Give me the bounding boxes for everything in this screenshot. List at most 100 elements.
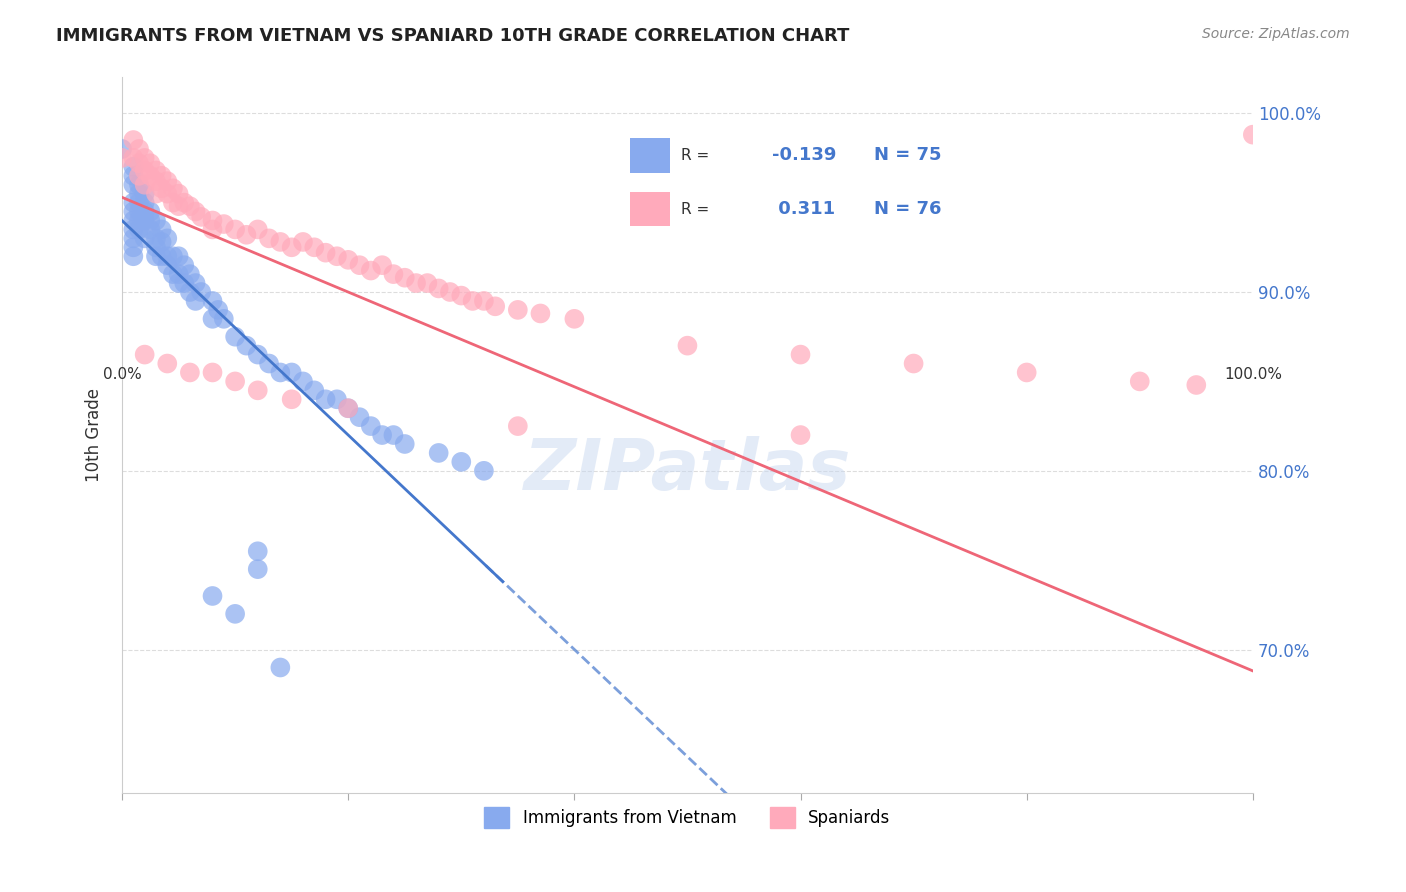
Spaniards [134, 163, 156, 178]
Immigrants from Vietnam [150, 249, 173, 263]
Immigrants from Vietnam [122, 195, 145, 210]
Immigrants from Vietnam [360, 419, 382, 434]
Immigrants from Vietnam [134, 213, 156, 227]
Spaniards [903, 357, 925, 371]
Spaniards [291, 235, 314, 249]
Spaniards [134, 151, 156, 165]
Spaniards [360, 263, 382, 277]
Spaniards [134, 348, 156, 362]
Spaniards [201, 213, 224, 227]
Spaniards [179, 199, 201, 213]
Text: IMMIGRANTS FROM VIETNAM VS SPANIARD 10TH GRADE CORRELATION CHART: IMMIGRANTS FROM VIETNAM VS SPANIARD 10TH… [56, 27, 849, 45]
Spaniards [162, 181, 184, 195]
Spaniards [371, 258, 394, 272]
Spaniards [246, 384, 269, 398]
Spaniards [1185, 378, 1208, 392]
Immigrants from Vietnam [304, 384, 326, 398]
Immigrants from Vietnam [246, 544, 269, 558]
Spaniards [506, 419, 529, 434]
Immigrants from Vietnam [235, 338, 257, 352]
Spaniards [167, 199, 190, 213]
Immigrants from Vietnam [122, 178, 145, 192]
Text: Source: ZipAtlas.com: Source: ZipAtlas.com [1202, 27, 1350, 41]
Immigrants from Vietnam [122, 169, 145, 183]
Spaniards [156, 186, 179, 201]
Immigrants from Vietnam [122, 231, 145, 245]
Spaniards [167, 186, 190, 201]
Spaniards [145, 186, 167, 201]
Legend: Immigrants from Vietnam, Spaniards: Immigrants from Vietnam, Spaniards [478, 801, 897, 834]
Spaniards [224, 222, 246, 236]
Immigrants from Vietnam [315, 392, 337, 407]
Immigrants from Vietnam [145, 249, 167, 263]
Spaniards [506, 302, 529, 317]
Immigrants from Vietnam [122, 204, 145, 219]
Spaniards [439, 285, 461, 299]
Immigrants from Vietnam [122, 240, 145, 254]
Immigrants from Vietnam [184, 276, 207, 290]
Immigrants from Vietnam [150, 222, 173, 236]
Spaniards [212, 217, 235, 231]
Immigrants from Vietnam [201, 589, 224, 603]
Immigrants from Vietnam [134, 204, 156, 219]
Spaniards [201, 222, 224, 236]
Immigrants from Vietnam [246, 348, 269, 362]
Spaniards [145, 174, 167, 188]
Spaniards [564, 311, 586, 326]
Immigrants from Vietnam [128, 213, 150, 227]
Immigrants from Vietnam [167, 276, 190, 290]
Spaniards [128, 142, 150, 156]
Text: 100.0%: 100.0% [1223, 368, 1282, 382]
Immigrants from Vietnam [450, 455, 472, 469]
Spaniards [156, 174, 179, 188]
Spaniards [676, 338, 699, 352]
Spaniards [529, 306, 551, 320]
Immigrants from Vietnam [337, 401, 360, 416]
Immigrants from Vietnam [145, 213, 167, 227]
Immigrants from Vietnam [145, 231, 167, 245]
Spaniards [349, 258, 371, 272]
Immigrants from Vietnam [269, 366, 291, 380]
Immigrants from Vietnam [173, 276, 195, 290]
Spaniards [111, 151, 134, 165]
Immigrants from Vietnam [224, 607, 246, 621]
Spaniards [1241, 128, 1264, 142]
Spaniards [122, 151, 145, 165]
Spaniards [173, 195, 195, 210]
Spaniards [128, 156, 150, 170]
Spaniards [184, 204, 207, 219]
Spaniards [315, 245, 337, 260]
Spaniards [450, 288, 472, 302]
Immigrants from Vietnam [139, 213, 162, 227]
Spaniards [461, 293, 484, 308]
Spaniards [224, 375, 246, 389]
Immigrants from Vietnam [280, 366, 302, 380]
Immigrants from Vietnam [134, 186, 156, 201]
Immigrants from Vietnam [134, 195, 156, 210]
Spaniards [484, 299, 506, 313]
Spaniards [162, 195, 184, 210]
Immigrants from Vietnam [190, 285, 212, 299]
Immigrants from Vietnam [207, 302, 229, 317]
Immigrants from Vietnam [382, 428, 405, 442]
Spaniards [416, 276, 439, 290]
Spaniards [134, 178, 156, 192]
Spaniards [280, 240, 302, 254]
Spaniards [156, 357, 179, 371]
Immigrants from Vietnam [162, 267, 184, 281]
Spaniards [269, 235, 291, 249]
Immigrants from Vietnam [326, 392, 349, 407]
Spaniards [789, 428, 811, 442]
Spaniards [337, 252, 360, 267]
Immigrants from Vietnam [179, 285, 201, 299]
Immigrants from Vietnam [139, 204, 162, 219]
Spaniards [304, 240, 326, 254]
Immigrants from Vietnam [291, 375, 314, 389]
Spaniards [382, 267, 405, 281]
Immigrants from Vietnam [472, 464, 495, 478]
Immigrants from Vietnam [179, 267, 201, 281]
Spaniards [280, 392, 302, 407]
Immigrants from Vietnam [201, 293, 224, 308]
Immigrants from Vietnam [128, 195, 150, 210]
Immigrants from Vietnam [156, 231, 179, 245]
